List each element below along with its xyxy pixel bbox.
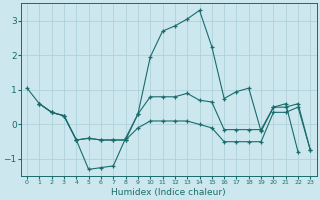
X-axis label: Humidex (Indice chaleur): Humidex (Indice chaleur) — [111, 188, 226, 197]
